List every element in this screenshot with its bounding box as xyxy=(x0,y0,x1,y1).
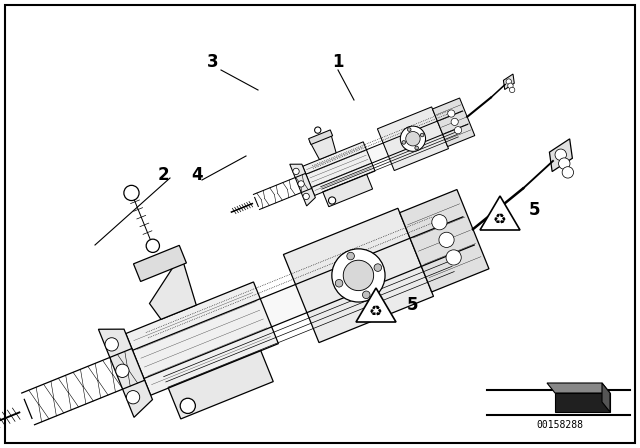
Circle shape xyxy=(562,167,573,178)
Polygon shape xyxy=(308,130,333,145)
Polygon shape xyxy=(555,393,610,412)
Circle shape xyxy=(362,291,370,299)
Polygon shape xyxy=(547,383,610,393)
Polygon shape xyxy=(602,383,610,412)
Circle shape xyxy=(303,193,309,199)
Polygon shape xyxy=(480,196,520,230)
Circle shape xyxy=(446,250,461,265)
Polygon shape xyxy=(400,190,489,292)
Polygon shape xyxy=(504,74,515,90)
Circle shape xyxy=(180,398,195,414)
Circle shape xyxy=(402,141,406,144)
Circle shape xyxy=(451,118,458,125)
Circle shape xyxy=(315,127,321,133)
Polygon shape xyxy=(99,329,152,418)
Circle shape xyxy=(127,391,140,404)
Circle shape xyxy=(332,249,385,302)
Circle shape xyxy=(509,87,515,93)
Circle shape xyxy=(508,83,513,88)
Circle shape xyxy=(439,232,454,247)
Circle shape xyxy=(374,264,381,271)
Circle shape xyxy=(406,132,420,146)
Circle shape xyxy=(343,260,374,291)
Polygon shape xyxy=(284,208,433,343)
Circle shape xyxy=(298,181,304,187)
Polygon shape xyxy=(549,139,572,172)
Circle shape xyxy=(420,133,424,137)
Circle shape xyxy=(105,338,118,351)
Circle shape xyxy=(454,127,461,134)
Circle shape xyxy=(124,185,139,201)
Polygon shape xyxy=(303,142,375,195)
Circle shape xyxy=(347,252,355,260)
Polygon shape xyxy=(323,174,372,207)
Polygon shape xyxy=(132,217,474,379)
Circle shape xyxy=(335,280,343,287)
Circle shape xyxy=(555,149,566,160)
Text: 1: 1 xyxy=(332,53,344,71)
Polygon shape xyxy=(378,107,449,171)
Polygon shape xyxy=(290,164,316,206)
Text: 3: 3 xyxy=(207,53,219,71)
Circle shape xyxy=(146,239,159,252)
Polygon shape xyxy=(433,98,475,146)
Circle shape xyxy=(415,146,419,150)
Text: ♻: ♻ xyxy=(493,212,507,228)
Polygon shape xyxy=(134,246,186,281)
Circle shape xyxy=(432,215,447,230)
Polygon shape xyxy=(306,111,468,188)
Circle shape xyxy=(116,364,129,378)
Text: 4: 4 xyxy=(191,166,203,184)
Text: 2: 2 xyxy=(157,166,169,184)
Circle shape xyxy=(448,110,455,117)
Circle shape xyxy=(328,197,336,204)
Circle shape xyxy=(506,79,511,84)
Polygon shape xyxy=(168,351,273,419)
Polygon shape xyxy=(150,255,196,319)
Text: 5: 5 xyxy=(407,296,419,314)
Polygon shape xyxy=(356,288,396,322)
Circle shape xyxy=(559,158,570,169)
Text: 00158288: 00158288 xyxy=(536,420,584,430)
Circle shape xyxy=(293,168,300,175)
Text: 5: 5 xyxy=(529,201,541,219)
Circle shape xyxy=(401,126,426,151)
Text: ♻: ♻ xyxy=(369,305,383,319)
Polygon shape xyxy=(126,282,278,395)
Circle shape xyxy=(408,128,411,131)
Polygon shape xyxy=(310,133,336,159)
